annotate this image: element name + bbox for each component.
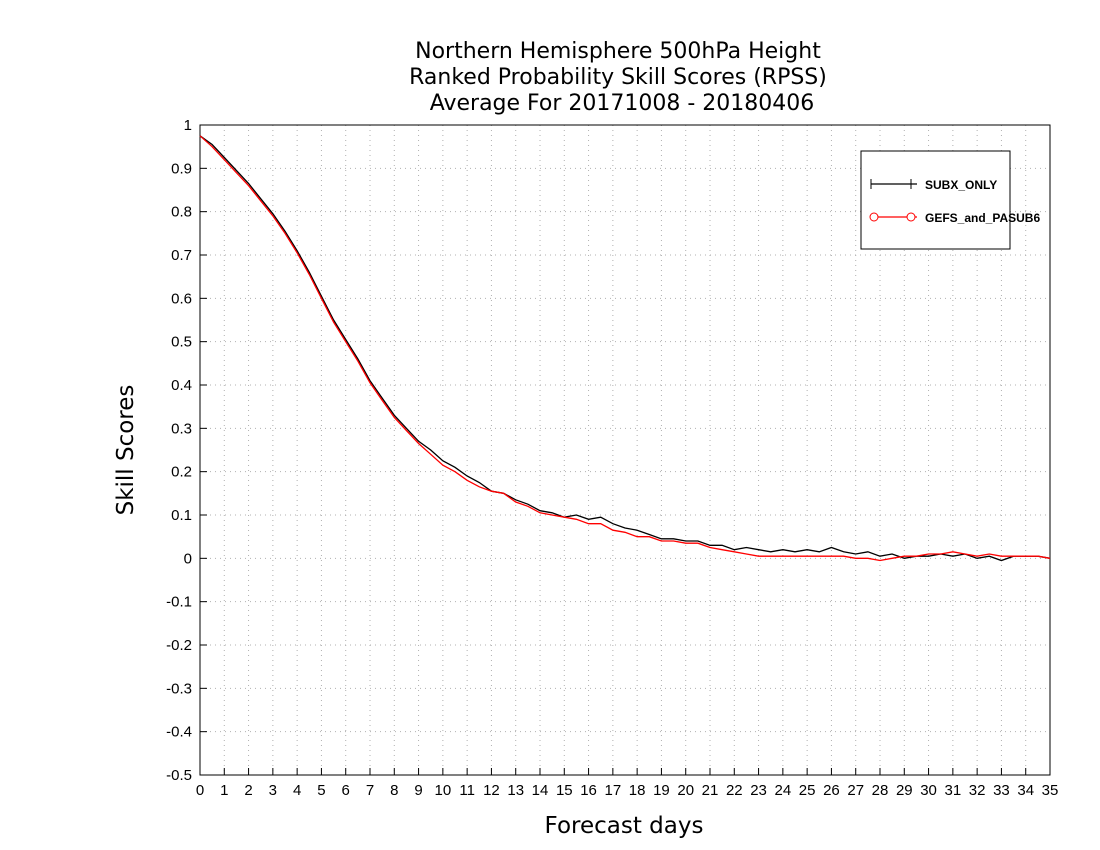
x-tick-label: 0 xyxy=(196,782,204,799)
x-tick-label: 14 xyxy=(532,782,549,799)
legend-label-subx-only: SUBX_ONLY xyxy=(925,178,997,192)
x-tick-label: 2 xyxy=(244,782,252,799)
y-tick-label: 0.5 xyxy=(171,334,192,351)
x-tick-label: 35 xyxy=(1042,782,1059,799)
x-tick-label: 15 xyxy=(556,782,573,799)
gridlines xyxy=(200,125,1050,775)
y-tick-label: 0.4 xyxy=(171,377,192,394)
y-tick-label: 0 xyxy=(184,550,192,567)
title-line-2: Ranked Probability Skill Scores (RPSS) xyxy=(409,65,827,90)
x-tick-label: 33 xyxy=(993,782,1010,799)
title-line-1: Northern Hemisphere 500hPa Height xyxy=(415,39,821,64)
chart-title: Northern Hemisphere 500hPa Height Ranked… xyxy=(409,39,827,116)
x-tick-label: 30 xyxy=(920,782,937,799)
title-line-3: Average For 20171008 - 20180406 xyxy=(430,91,815,116)
legend: SUBX_ONLY GEFS_and_PASUB6 xyxy=(860,150,1040,250)
x-tick-label: 24 xyxy=(775,782,792,799)
x-tick-label: 21 xyxy=(702,782,719,799)
legend-entry-subx-only: SUBX_ONLY xyxy=(870,178,997,192)
y-tick-label: 0.3 xyxy=(171,420,192,437)
y-tick-label: 0.9 xyxy=(171,160,192,177)
y-tick-label: 1 xyxy=(184,117,192,134)
x-tick-label: 26 xyxy=(823,782,840,799)
x-tick-label: 34 xyxy=(1017,782,1034,799)
x-tick-label: 23 xyxy=(750,782,767,799)
y-axis-ticks: -0.5 -0.4 -0.3 -0.2 -0.1 0 0.1 0.2 0.3 0.4 0.5 0.6 0… xyxy=(166,117,207,784)
x-tick-label: 7 xyxy=(366,782,374,799)
x-tick-label: 4 xyxy=(293,782,301,799)
x-tick-label: 9 xyxy=(414,782,422,799)
legend-entry-gefs: GEFS_and_PASUB6 xyxy=(869,211,1040,225)
y-tick-label: -0.2 xyxy=(166,637,192,654)
x-tick-label: 8 xyxy=(390,782,398,799)
y-tick-label: 0.7 xyxy=(171,247,192,264)
x-tick-label: 18 xyxy=(629,782,646,799)
y-tick-label: -0.1 xyxy=(166,594,192,611)
y-tick-label: 0.6 xyxy=(171,290,192,307)
x-tick-label: 29 xyxy=(896,782,913,799)
x-tick-label: 6 xyxy=(342,782,350,799)
x-tick-label: 31 xyxy=(945,782,962,799)
x-tick-label: 16 xyxy=(580,782,597,799)
legend-label-gefs: GEFS_and_PASUB6 xyxy=(925,211,1040,225)
y-tick-label: -0.4 xyxy=(166,724,192,741)
y-tick-label: 0.2 xyxy=(171,464,192,481)
legend-box xyxy=(860,150,1011,250)
x-tick-label: 1 xyxy=(220,782,228,799)
x-axis-label: Forecast days xyxy=(545,813,704,839)
y-tick-label: 0.8 xyxy=(171,204,192,221)
x-tick-label: 11 xyxy=(459,782,475,799)
x-tick-label: 28 xyxy=(872,782,889,799)
y-axis-label: Skill Scores xyxy=(113,385,139,516)
y-tick-label: -0.5 xyxy=(166,767,192,784)
series-line-gefs xyxy=(199,135,1051,562)
series-layer xyxy=(199,135,1051,562)
x-tick-label: 10 xyxy=(435,782,452,799)
series-line-subx-only xyxy=(199,135,1051,562)
y-tick-label: 0.1 xyxy=(171,507,192,524)
x-tick-label: 12 xyxy=(483,782,500,799)
legend-circle-marker-left xyxy=(869,212,879,222)
x-tick-label: 25 xyxy=(799,782,816,799)
x-tick-label: 5 xyxy=(317,782,325,799)
x-tick-label: 13 xyxy=(507,782,524,799)
x-tick-label: 22 xyxy=(726,782,743,799)
x-tick-label: 32 xyxy=(969,782,986,799)
x-tick-label: 3 xyxy=(269,782,277,799)
plot-frame xyxy=(199,124,1051,776)
x-tick-label: 20 xyxy=(677,782,694,799)
y-tick-label: -0.3 xyxy=(166,680,192,697)
x-tick-label: 19 xyxy=(653,782,670,799)
x-tick-label: 17 xyxy=(605,782,622,799)
x-tick-label: 27 xyxy=(847,782,864,799)
legend-circle-marker-right xyxy=(906,212,916,222)
x-axis-ticks: 0 1 2 3 4 5 6 7 8 9 10 11 12 13 14 15 16 17 18 19 20 21 22 23 24… xyxy=(196,768,1059,799)
